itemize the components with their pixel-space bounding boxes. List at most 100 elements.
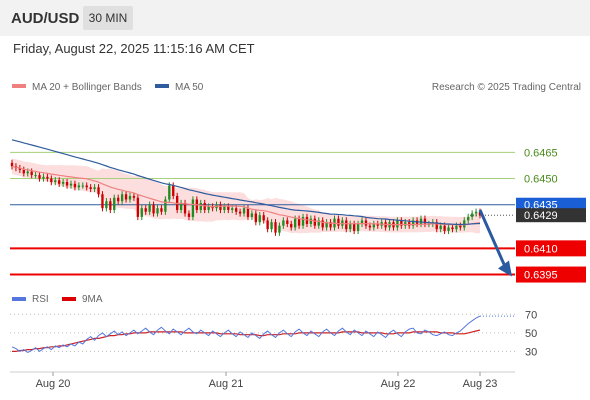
candle-body bbox=[439, 225, 442, 230]
candle-body bbox=[435, 222, 438, 230]
candle-body bbox=[18, 168, 22, 170]
candle-body bbox=[400, 220, 403, 226]
candle-body bbox=[85, 185, 88, 188]
candle-body bbox=[89, 187, 92, 190]
candle-body bbox=[175, 196, 179, 210]
candles bbox=[10, 159, 482, 236]
candle-body bbox=[105, 201, 108, 209]
current-price-label: 0.6429 bbox=[524, 210, 558, 222]
candle-body bbox=[451, 227, 454, 230]
candle-body bbox=[97, 187, 100, 195]
candle-body bbox=[411, 220, 415, 226]
candle-body bbox=[337, 218, 340, 226]
candle-body bbox=[231, 208, 234, 210]
level-label-0-6465: 0.6465 bbox=[524, 147, 558, 159]
legend-label-9ma: 9MA bbox=[82, 294, 103, 305]
candle-body bbox=[26, 171, 29, 174]
candle-body bbox=[274, 222, 277, 233]
candle-body bbox=[266, 220, 269, 230]
candle-body bbox=[341, 220, 344, 226]
candle-body bbox=[301, 216, 305, 226]
candle-body bbox=[376, 223, 379, 226]
candle-body bbox=[34, 175, 37, 177]
candle-body bbox=[313, 218, 317, 226]
candle-body bbox=[290, 223, 293, 228]
candle-body bbox=[278, 225, 281, 233]
candle-body bbox=[160, 208, 163, 212]
legend-swatch-ma50 bbox=[155, 84, 169, 88]
candle-body bbox=[309, 218, 313, 224]
rsi-ma9-line bbox=[12, 329, 481, 352]
candle-body bbox=[179, 202, 183, 210]
candle-body bbox=[120, 194, 124, 202]
candle-body bbox=[356, 223, 360, 231]
candle-body bbox=[46, 176, 49, 179]
candle-body bbox=[360, 220, 364, 224]
candle-body bbox=[459, 225, 462, 228]
moving-averages bbox=[11, 139, 481, 226]
candle-body bbox=[262, 215, 265, 221]
x-tick-label: Aug 23 bbox=[463, 378, 498, 390]
candle-body bbox=[467, 216, 470, 221]
candle-body bbox=[132, 196, 136, 198]
candle-body bbox=[242, 208, 246, 214]
candle-body bbox=[136, 197, 140, 217]
candle-body bbox=[77, 185, 81, 188]
candle-body bbox=[50, 178, 53, 183]
candle-body bbox=[447, 227, 450, 231]
level-label-0-6395: 0.6395 bbox=[524, 270, 558, 282]
forecast-arrow-head bbox=[498, 260, 512, 277]
candle-body bbox=[199, 202, 202, 210]
bollinger-band-fill bbox=[12, 158, 480, 234]
candle-body bbox=[148, 204, 151, 212]
candle-body bbox=[164, 199, 167, 212]
candle-body bbox=[349, 223, 352, 230]
forecast-arrow-shaft bbox=[478, 209, 507, 268]
bollinger-band bbox=[12, 158, 480, 234]
candle-body bbox=[282, 220, 285, 226]
candle-body bbox=[101, 194, 104, 209]
candle-body bbox=[152, 204, 155, 214]
level-tag-0-6410 bbox=[516, 240, 586, 257]
candle-body bbox=[223, 206, 226, 210]
legend-label-ma50: MA 50 bbox=[175, 82, 204, 93]
candle-body bbox=[144, 208, 147, 212]
candle-body bbox=[227, 206, 230, 210]
candle-body bbox=[128, 196, 132, 200]
candle-body bbox=[368, 225, 372, 228]
candle-body bbox=[65, 182, 69, 186]
forecast-arrow bbox=[478, 209, 512, 277]
candle-body bbox=[455, 225, 458, 230]
candle-body bbox=[364, 220, 368, 226]
x-tick-label: Aug 20 bbox=[36, 378, 71, 390]
symbol-title: AUD/USD bbox=[11, 10, 80, 27]
candle-body bbox=[250, 213, 254, 217]
candle-body bbox=[419, 218, 423, 224]
attribution: Research © 2025 Trading Central bbox=[432, 82, 581, 93]
candle-body bbox=[470, 213, 474, 217]
candle-body bbox=[58, 180, 61, 184]
candle-body bbox=[168, 185, 171, 200]
rsi-line bbox=[11, 315, 481, 353]
candle-body bbox=[396, 220, 399, 228]
candle-body bbox=[73, 183, 77, 188]
candle-body bbox=[117, 197, 120, 202]
candle-body bbox=[191, 199, 195, 217]
candle-body bbox=[293, 218, 297, 228]
candle-body bbox=[305, 216, 309, 224]
candle-body bbox=[270, 222, 273, 230]
candle-body bbox=[30, 171, 33, 176]
candle-body bbox=[207, 206, 210, 210]
legend-swatch-rsi bbox=[12, 297, 26, 301]
interval-badge[interactable]: 30 MIN bbox=[83, 6, 133, 30]
x-tick-label: Aug 21 bbox=[209, 378, 244, 390]
candle-body bbox=[42, 176, 45, 179]
candle-body bbox=[81, 185, 84, 187]
candle-body bbox=[219, 204, 222, 210]
candle-body bbox=[22, 169, 25, 174]
rsi-legend: RSI 9MA bbox=[12, 294, 103, 305]
candle-body bbox=[325, 222, 328, 228]
candle-body bbox=[317, 220, 320, 226]
candle-body bbox=[474, 211, 478, 214]
